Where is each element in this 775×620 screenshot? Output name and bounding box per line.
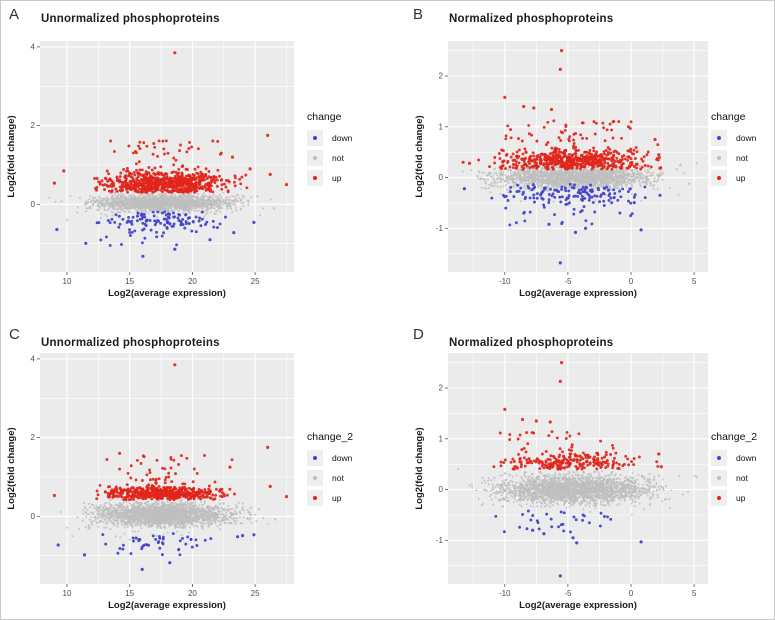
legend-title: change (711, 111, 746, 123)
scatter-plot-unnormalized-change2: 10 15 20 25 0 2 4 Log2(average expression) Log2(… (1, 313, 388, 619)
legend-item-down: down (307, 130, 352, 146)
legend-key-swatch (711, 150, 727, 166)
panel-title: Unnormalized phosphoproteins (41, 337, 220, 349)
scatter-plot-normalized-change2: -10 -5 0 5 -1 0 1 2 Log2(average expression) Log2… (389, 313, 774, 619)
legend-item-label: up (736, 173, 746, 183)
not-point-icon (313, 476, 317, 480)
legend-key-swatch (307, 150, 323, 166)
panel-letter-d: D (413, 326, 424, 343)
legend-item-not: not (711, 470, 757, 486)
down-point-icon (717, 136, 721, 140)
legend-item-label: not (332, 473, 344, 483)
scatter-plot-normalized-change: -10 -5 0 5 -1 0 1 2 Log2(average expression) Log2… (389, 1, 774, 309)
legend-item-label: up (332, 173, 342, 183)
legend-key-swatch (711, 490, 727, 506)
panel-letter-b: B (413, 6, 424, 23)
legend-item-up: up (711, 170, 756, 186)
svg-text:20: 20 (188, 277, 197, 286)
legend-key-swatch (307, 170, 323, 186)
up-point-icon (313, 496, 317, 500)
svg-text:25: 25 (251, 277, 260, 286)
down-point-icon (313, 456, 317, 460)
legend-key-swatch (307, 130, 323, 146)
legend-item-label: not (332, 153, 344, 163)
legend-item-label: down (736, 133, 757, 143)
legend-item-down: down (307, 450, 353, 466)
down-point-icon (313, 136, 317, 140)
legend-item-label: up (332, 493, 342, 503)
svg-text:0: 0 (31, 200, 36, 209)
svg-text:15: 15 (125, 277, 134, 286)
legend-item-up: up (307, 170, 352, 186)
legend-item-up: up (307, 490, 353, 506)
panel-letter-c: C (9, 326, 20, 343)
legend-key-swatch (711, 170, 727, 186)
down-point-icon (717, 456, 721, 460)
up-point-icon (717, 176, 721, 180)
legend-key-swatch (711, 450, 727, 466)
svg-text:Log2(average expression): Log2(average expression) (108, 288, 226, 299)
legend-change2: change_2 down not up (711, 431, 757, 510)
not-point-icon (717, 476, 721, 480)
legend-item-label: down (736, 453, 757, 463)
legend-title: change_2 (711, 431, 758, 443)
legend-key-swatch (307, 450, 323, 466)
legend-title: change (307, 111, 342, 123)
legend-items: down not up (711, 450, 757, 506)
legend-items: down not up (307, 130, 352, 186)
legend-item-label: down (332, 133, 353, 143)
legend-item-label: up (736, 493, 746, 503)
panel-letter-a: A (9, 6, 20, 23)
legend-key-swatch (711, 130, 727, 146)
panel-c: 10 15 20 25 0 2 4 Log2(average expression) Log2(… (1, 313, 388, 619)
svg-text:4: 4 (31, 43, 36, 52)
panel-title: Normalized phosphoproteins (449, 337, 614, 349)
legend-item-label: down (332, 453, 353, 463)
legend-change2: change_2 down not up (307, 431, 353, 510)
svg-text:10: 10 (63, 277, 72, 286)
legend-key-swatch (307, 490, 323, 506)
legend-title: change_2 (307, 431, 354, 443)
not-point-icon (717, 156, 721, 160)
panel-b: -10 -5 0 5 -1 0 1 2 Log2(average expression) Log2… (389, 1, 774, 309)
legend-item-not: not (711, 150, 756, 166)
legend-items: down not up (711, 130, 756, 186)
up-point-icon (313, 176, 317, 180)
legend-item-up: up (711, 490, 757, 506)
legend-item-not: not (307, 150, 352, 166)
legend-key-swatch (711, 470, 727, 486)
panel-a: 10 15 20 25 0 2 4 Log2(average expression) Log2(… (1, 1, 388, 309)
up-point-icon (717, 496, 721, 500)
legend-item-not: not (307, 470, 353, 486)
legend-item-down: down (711, 130, 756, 146)
scatter-plot-unnormalized-change: 10 15 20 25 0 2 4 Log2(average expression) Log2(… (1, 1, 388, 309)
legend-item-label: not (736, 473, 748, 483)
not-point-icon (313, 156, 317, 160)
svg-text:2: 2 (31, 121, 36, 130)
panel-title: Normalized phosphoproteins (449, 13, 614, 25)
legend-change: change down not up (307, 111, 352, 190)
svg-text:Log2(fold change): Log2(fold change) (6, 115, 17, 197)
panel-d: -10 -5 0 5 -1 0 1 2 Log2(average expression) Log2… (389, 313, 774, 619)
legend-change: change down not up (711, 111, 756, 190)
legend-item-down: down (711, 450, 757, 466)
legend-item-label: not (736, 153, 748, 163)
legend-key-swatch (307, 470, 323, 486)
legend-items: down not up (307, 450, 353, 506)
panel-title: Unnormalized phosphoproteins (41, 13, 220, 25)
